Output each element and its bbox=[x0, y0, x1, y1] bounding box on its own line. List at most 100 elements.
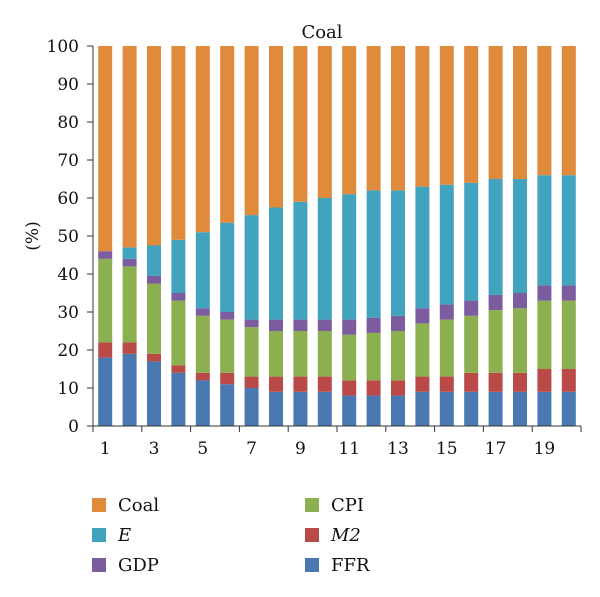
bar-m2-14 bbox=[415, 376, 430, 392]
bar-m2-3 bbox=[147, 353, 161, 362]
bar-coal-19 bbox=[537, 46, 552, 176]
bar-cpi-10 bbox=[317, 331, 332, 377]
bar-ffr-20 bbox=[561, 391, 576, 426]
bar-gdp-17 bbox=[488, 294, 503, 311]
bar-e-9 bbox=[293, 201, 308, 320]
bar-gdp-11 bbox=[342, 319, 357, 335]
bar-gdp-18 bbox=[513, 293, 527, 309]
bar-gdp-16 bbox=[464, 300, 479, 316]
bar-cpi-20 bbox=[561, 300, 576, 369]
x-tick-label: 17 bbox=[485, 439, 507, 459]
y-tick-label: 0 bbox=[68, 417, 79, 437]
bar-ffr-5 bbox=[195, 380, 210, 426]
bar-cpi-7 bbox=[244, 327, 259, 377]
bar-cpi-6 bbox=[220, 319, 235, 373]
bar-gdp-13 bbox=[391, 315, 405, 331]
bar-ffr-12 bbox=[366, 395, 381, 426]
legend-swatch-coal bbox=[92, 498, 106, 512]
bar-gdp-5 bbox=[195, 308, 210, 316]
bar-e-11 bbox=[342, 194, 357, 320]
bar-gdp-8 bbox=[269, 319, 283, 331]
bar-coal-16 bbox=[464, 46, 479, 183]
x-tick-label: 13 bbox=[387, 439, 409, 459]
x-tick-label: 5 bbox=[197, 439, 208, 459]
bar-gdp-20 bbox=[561, 285, 576, 301]
bar-cpi-18 bbox=[513, 308, 527, 373]
bar-m2-15 bbox=[439, 376, 454, 392]
bar-gdp-9 bbox=[293, 319, 308, 331]
y-tick-label: 90 bbox=[57, 75, 79, 95]
legend-label-ffr: FFR bbox=[331, 555, 370, 576]
x-tick-label: 3 bbox=[149, 439, 160, 459]
y-tick-label: 100 bbox=[47, 37, 79, 57]
bar-coal-18 bbox=[513, 46, 527, 179]
bar-ffr-9 bbox=[293, 391, 308, 426]
bar-cpi-9 bbox=[293, 331, 308, 377]
bar-cpi-8 bbox=[269, 331, 283, 377]
bar-e-13 bbox=[391, 190, 405, 316]
bar-m2-8 bbox=[269, 376, 283, 392]
bar-coal-10 bbox=[317, 46, 332, 198]
bar-cpi-16 bbox=[464, 315, 479, 373]
bar-ffr-13 bbox=[391, 395, 405, 426]
bar-coal-3 bbox=[147, 46, 161, 246]
bar-gdp-10 bbox=[317, 319, 332, 331]
bar-gdp-2 bbox=[122, 258, 137, 267]
bar-coal-4 bbox=[171, 46, 186, 240]
bar-coal-8 bbox=[269, 46, 283, 208]
bar-ffr-3 bbox=[147, 361, 161, 426]
legend-label-e: E bbox=[117, 525, 131, 546]
bar-m2-4 bbox=[171, 365, 186, 373]
chart-title: Coal bbox=[301, 22, 342, 43]
bar-m2-2 bbox=[122, 342, 137, 354]
bar-coal-7 bbox=[244, 46, 259, 216]
y-tick-label: 60 bbox=[57, 189, 79, 209]
bar-m2-13 bbox=[391, 380, 405, 396]
legend-label-gdp: GDP bbox=[118, 555, 159, 576]
bar-m2-5 bbox=[195, 372, 210, 381]
bar-ffr-17 bbox=[488, 391, 503, 426]
bar-cpi-12 bbox=[366, 332, 381, 381]
bar-coal-20 bbox=[561, 46, 576, 176]
bar-ffr-14 bbox=[415, 391, 430, 426]
bar-coal-6 bbox=[220, 46, 235, 223]
bar-m2-19 bbox=[537, 369, 552, 392]
bar-coal-12 bbox=[366, 46, 381, 191]
legend-swatch-cpi bbox=[305, 498, 319, 512]
bar-e-8 bbox=[269, 207, 283, 320]
bar-m2-17 bbox=[488, 372, 503, 392]
bar-coal-11 bbox=[342, 46, 357, 195]
bar-cpi-1 bbox=[98, 258, 113, 343]
bar-ffr-16 bbox=[464, 391, 479, 426]
bar-e-12 bbox=[366, 190, 381, 318]
bar-cpi-17 bbox=[488, 310, 503, 373]
x-tick-label: 9 bbox=[295, 439, 306, 459]
bar-gdp-4 bbox=[171, 293, 186, 301]
bar-cpi-14 bbox=[415, 323, 430, 377]
bar-gdp-6 bbox=[220, 312, 235, 320]
bar-coal-2 bbox=[122, 46, 137, 248]
x-tick-label: 15 bbox=[436, 439, 458, 459]
bar-m2-12 bbox=[366, 380, 381, 396]
legend-label-m2: M2 bbox=[330, 525, 361, 546]
bar-coal-13 bbox=[391, 46, 405, 191]
bar-e-2 bbox=[122, 247, 137, 259]
legend-swatch-e bbox=[92, 528, 106, 542]
bar-e-3 bbox=[147, 245, 161, 276]
bar-gdp-3 bbox=[147, 275, 161, 284]
bar-m2-11 bbox=[342, 380, 357, 396]
bar-e-18 bbox=[513, 179, 527, 293]
bar-ffr-7 bbox=[244, 388, 259, 426]
bar-coal-5 bbox=[195, 46, 210, 233]
bar-cpi-3 bbox=[147, 283, 161, 354]
legend: Coal CPI E M2 GDP FFR bbox=[92, 495, 370, 576]
bar-e-4 bbox=[171, 239, 186, 293]
bars-layer bbox=[98, 46, 576, 426]
bar-ffr-10 bbox=[317, 391, 332, 426]
y-tick-label: 30 bbox=[57, 303, 79, 323]
bar-gdp-12 bbox=[366, 317, 381, 333]
bar-ffr-6 bbox=[220, 384, 235, 426]
bar-ffr-11 bbox=[342, 395, 357, 426]
